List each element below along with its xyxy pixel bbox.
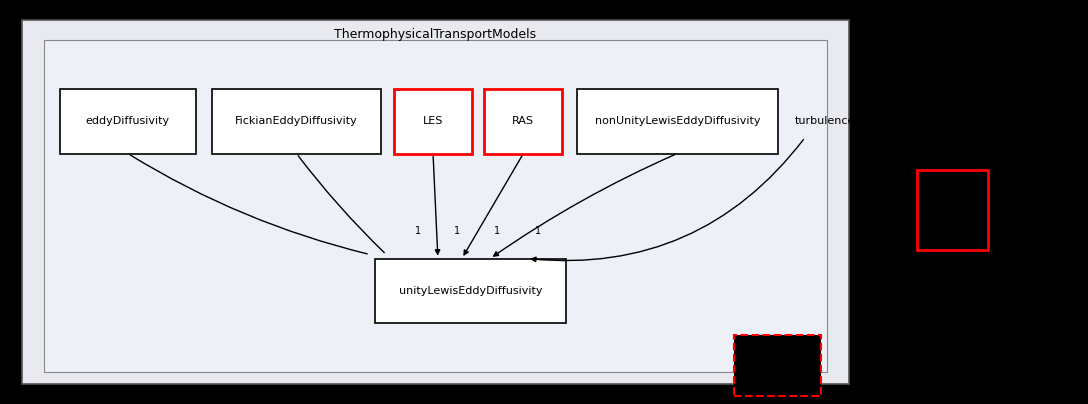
FancyBboxPatch shape <box>212 89 381 154</box>
FancyBboxPatch shape <box>734 335 821 396</box>
FancyBboxPatch shape <box>375 259 566 323</box>
Text: unityLewisEddyDiffusivity: unityLewisEddyDiffusivity <box>399 286 542 296</box>
FancyBboxPatch shape <box>484 89 562 154</box>
Text: 1: 1 <box>852 189 858 199</box>
Text: nonUnityLewisEddyDiffusivity: nonUnityLewisEddyDiffusivity <box>594 116 761 126</box>
Text: turbulence: turbulence <box>794 116 854 126</box>
FancyBboxPatch shape <box>394 89 472 154</box>
Text: 1: 1 <box>455 226 460 236</box>
FancyBboxPatch shape <box>577 89 778 154</box>
FancyBboxPatch shape <box>60 89 196 154</box>
Text: LES: LES <box>423 116 443 126</box>
FancyBboxPatch shape <box>44 40 827 372</box>
Text: eddyDiffusivity: eddyDiffusivity <box>86 116 170 126</box>
Text: ThermophysicalTransportModels: ThermophysicalTransportModels <box>334 28 536 41</box>
FancyBboxPatch shape <box>22 20 849 384</box>
Text: 1: 1 <box>416 226 421 236</box>
Text: FickianEddyDiffusivity: FickianEddyDiffusivity <box>235 116 358 126</box>
FancyBboxPatch shape <box>917 170 988 250</box>
Text: RAS: RAS <box>512 116 534 126</box>
Text: 1: 1 <box>535 226 541 236</box>
Text: 1: 1 <box>494 226 499 236</box>
